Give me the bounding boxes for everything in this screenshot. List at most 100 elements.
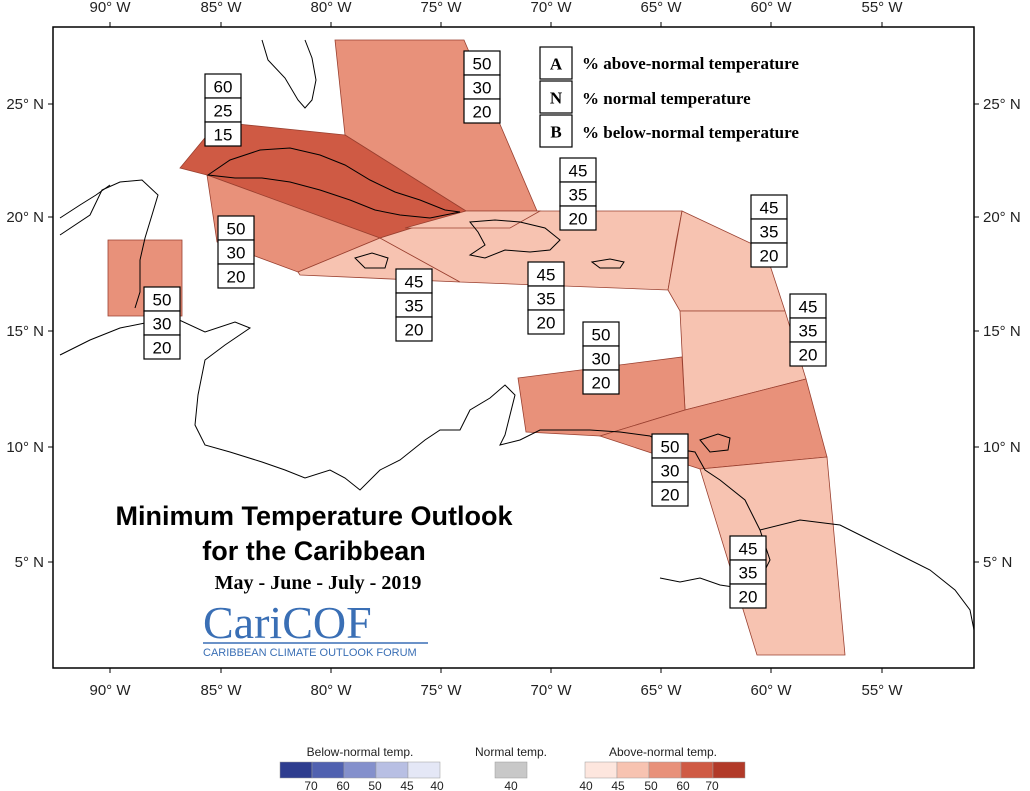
legend-above-tick: 50 — [644, 779, 658, 791]
key: A N B % above-normal temperature % norma… — [539, 46, 799, 148]
prob-value-above: 50 — [473, 55, 492, 74]
legend-above-swatch — [680, 761, 714, 779]
coastlines — [59, 39, 975, 631]
prob-box-guianas: 45 35 20 — [729, 535, 767, 609]
x-tick-label-bottom: 85° W — [200, 682, 242, 699]
y-tick-label-right: 10° N — [983, 439, 1021, 456]
y-tick-label-left: 15° N — [6, 323, 44, 340]
x-tick-label-top: 65° W — [640, 0, 682, 16]
prob-cell-below — [204, 121, 242, 147]
legend-above-swatch — [616, 761, 650, 779]
key-text-b: % below-normal temperature — [582, 123, 799, 142]
prob-value-normal: 35 — [405, 297, 424, 316]
puerto-rico-coast — [590, 258, 625, 269]
title-line1: Minimum Temperature Outlook — [115, 501, 513, 531]
prob-cell-normal — [204, 97, 242, 123]
legend-above-swatch — [584, 761, 618, 779]
key-letter-n: N — [550, 89, 563, 108]
legend-below-tick: 50 — [368, 779, 382, 791]
prob-value-above: 50 — [592, 326, 611, 345]
prob-box-hispaniola: 45 35 20 — [527, 261, 565, 335]
legend-above-tick: 45 — [611, 779, 625, 791]
prob-value-below: 20 — [739, 588, 758, 607]
prob-value-above: 45 — [405, 273, 424, 292]
prob-value-below: 20 — [405, 321, 424, 340]
legend-below-title: Below-normal temp. — [307, 745, 414, 759]
y-tick-label-right: 15° N — [983, 323, 1021, 340]
x-tick-label-bottom: 70° W — [530, 682, 572, 699]
key-text-n: % normal temperature — [582, 89, 751, 108]
prob-cell-normal — [750, 218, 788, 244]
prob-cell-above — [204, 73, 242, 99]
axis-ticks: 90° W 90° W 85° W 85° W 80° W 80° W 75° W 75° W… — [6, 0, 1020, 699]
title-period: May - June - July - 2019 — [215, 572, 422, 594]
prob-cell-below — [559, 205, 597, 231]
prob-value-below: 20 — [473, 103, 492, 122]
probability-boxes: 50 30 20 60 25 15 50 30 20 50 30 20 45 35 20 45 35 20 45 35… — [143, 50, 827, 609]
prob-cell-above — [217, 215, 255, 241]
y-tick-label-right: 25° N — [983, 96, 1021, 113]
prob-cell-above — [729, 535, 767, 561]
prob-cell-above — [143, 286, 181, 312]
south-america-coast — [759, 519, 975, 631]
prob-cell-below — [750, 242, 788, 268]
prob-value-normal: 25 — [214, 102, 233, 121]
x-tick-label-bottom: 80° W — [310, 682, 352, 699]
cuba-coast — [206, 147, 461, 219]
key-letter-b: B — [550, 123, 561, 142]
y-tick-label-left: 25° N — [6, 96, 44, 113]
legend-above-swatch — [712, 761, 746, 779]
prob-cell-below — [463, 98, 501, 124]
prob-box-bahamas: 50 30 20 — [463, 50, 501, 124]
prob-box-belize: 50 30 20 — [143, 286, 181, 360]
legend-below-swatch — [375, 761, 409, 779]
prob-value-below: 20 — [661, 486, 680, 505]
prob-value-above: 50 — [661, 438, 680, 457]
prob-cell-below — [395, 316, 433, 342]
legend-below-tick: 45 — [400, 779, 414, 791]
prob-box-turks-caicos: 45 35 20 — [559, 157, 597, 231]
prob-value-below: 20 — [799, 346, 818, 365]
prob-value-normal: 30 — [661, 462, 680, 481]
prob-box-windward: 45 35 20 — [789, 293, 827, 367]
prob-cell-below — [143, 334, 181, 360]
x-tick-label-bottom: 60° W — [750, 682, 792, 699]
central-america-coast — [59, 317, 771, 589]
prob-cell-above — [395, 268, 433, 294]
prob-cell-above — [582, 321, 620, 347]
prob-value-below: 20 — [569, 210, 588, 229]
hispaniola-coast — [468, 219, 561, 259]
x-tick-label-top: 55° W — [861, 0, 903, 16]
prob-value-normal: 35 — [537, 290, 556, 309]
x-tick-label-top: 90° W — [89, 0, 131, 16]
prob-value-below: 20 — [592, 374, 611, 393]
legend-normal-title: Normal temp. — [475, 745, 547, 759]
legend-above-title: Above-normal temp. — [609, 745, 717, 759]
prob-cell-below — [217, 263, 255, 289]
x-tick-label-top: 70° W — [530, 0, 572, 16]
prob-value-normal: 35 — [799, 322, 818, 341]
prob-cell-above — [789, 293, 827, 319]
prob-value-above: 45 — [537, 266, 556, 285]
prob-box-trinidad: 50 30 20 — [651, 433, 689, 507]
prob-value-below: 20 — [227, 268, 246, 287]
prob-box-jamaica: 45 35 20 — [395, 268, 433, 342]
legend-above-tick: 40 — [579, 779, 593, 791]
key-box-a — [539, 46, 573, 80]
prob-box-leeward: 45 35 20 — [750, 194, 788, 268]
prob-value-normal: 30 — [592, 350, 611, 369]
legend-above-tick: 60 — [676, 779, 690, 791]
legend-below-tick: 60 — [336, 779, 350, 791]
legend-normal-tick: 40 — [504, 779, 518, 791]
prob-cell-normal — [463, 74, 501, 100]
prob-value-below: 15 — [214, 126, 233, 145]
prob-box-cuba: 60 25 15 — [204, 73, 242, 147]
legend-above-tick: 70 — [705, 779, 719, 791]
x-tick-label-top: 60° W — [750, 0, 792, 16]
trinidad-coast — [699, 433, 731, 453]
prob-box-cayman: 50 30 20 — [217, 215, 255, 289]
gulf-coast — [59, 184, 111, 219]
prob-cell-normal — [143, 310, 181, 336]
legend-below-swatch — [279, 761, 313, 779]
prob-value-above: 45 — [760, 199, 779, 218]
